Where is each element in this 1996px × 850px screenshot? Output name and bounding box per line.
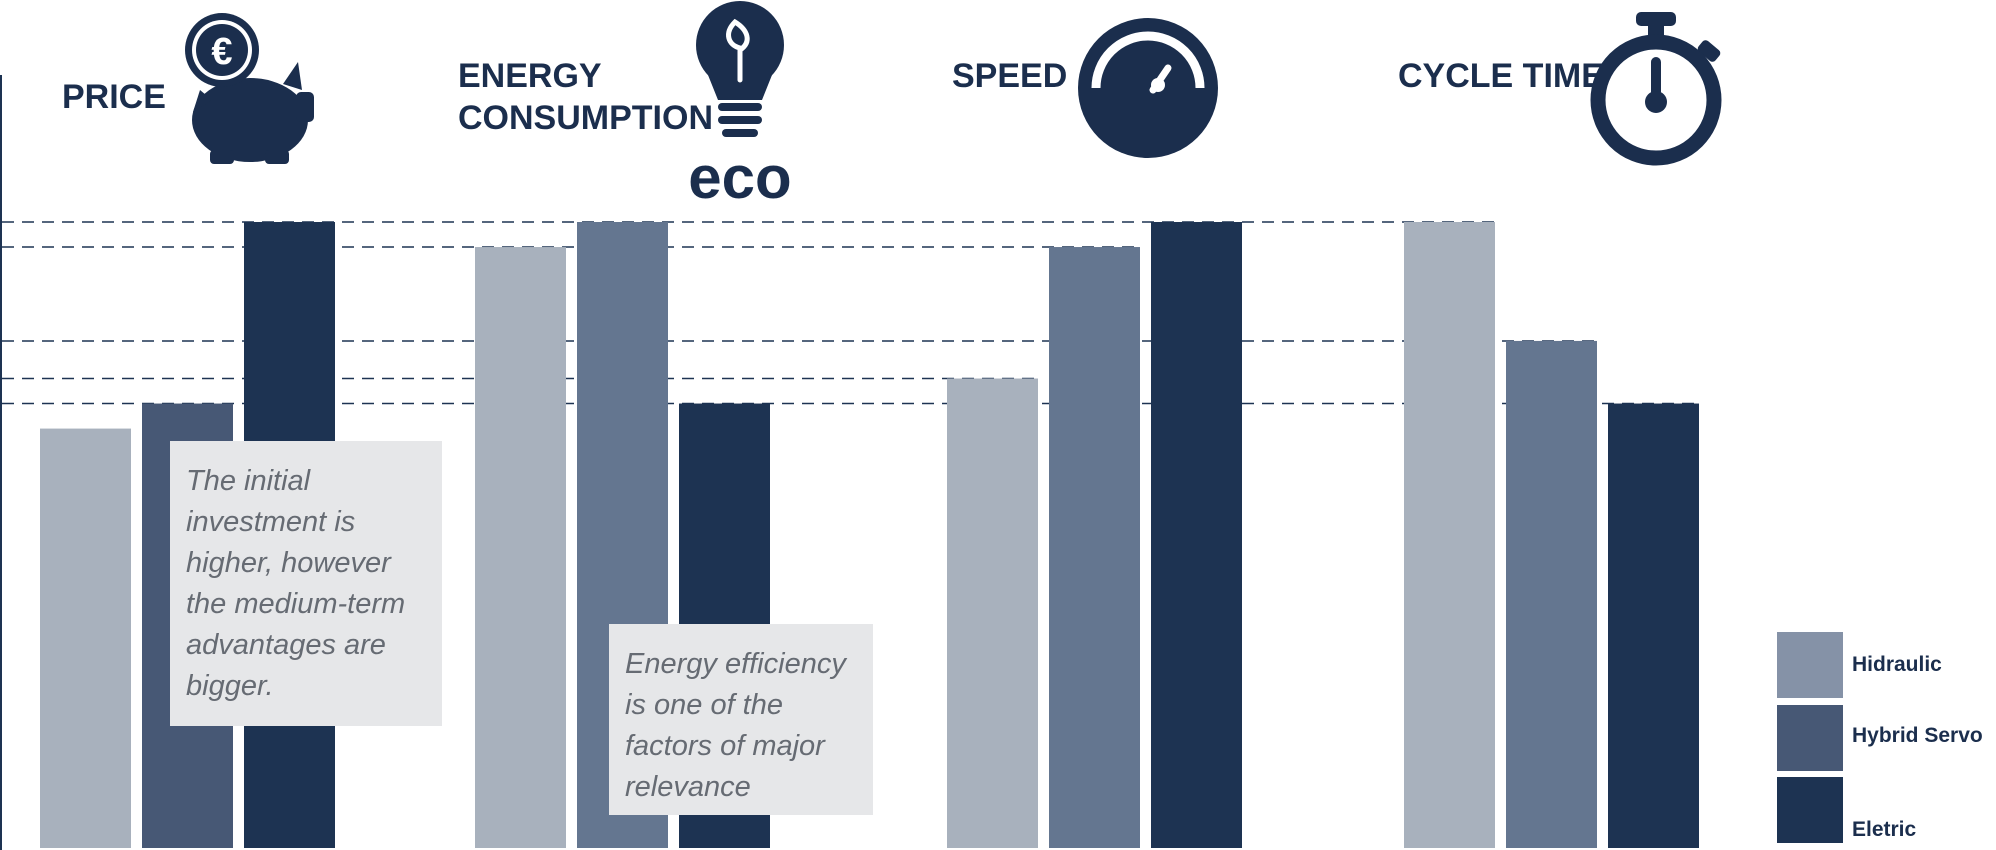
bar-speed-hybrid-servo bbox=[1049, 247, 1140, 849]
category-title-cycle-time: CYCLE TIME bbox=[1398, 57, 1604, 95]
annotation-line: advantages are bbox=[186, 629, 386, 661]
legend: Hidraulic Hybrid Servo Eletric bbox=[1777, 632, 1983, 843]
category-title-energy-line2: CONSUMPTION bbox=[458, 99, 713, 137]
category-title-speed: SPEED bbox=[952, 57, 1067, 95]
svg-text:€: € bbox=[211, 31, 232, 73]
annotation-line: investment is bbox=[186, 506, 356, 538]
category-title-energy-line1: ENERGY bbox=[458, 57, 602, 95]
legend-label-hybrid-servo: Hybrid Servo bbox=[1852, 724, 1983, 747]
annotation-line: The initial bbox=[186, 465, 311, 497]
eco-label: eco bbox=[688, 144, 791, 211]
stopwatch-icon bbox=[1590, 12, 1722, 166]
annotation-line: bigger. bbox=[186, 670, 274, 702]
bar-speed-eletric bbox=[1151, 222, 1242, 848]
legend-swatch-hybrid-servo bbox=[1777, 705, 1843, 771]
bar-cycle-time-eletric bbox=[1608, 403, 1699, 848]
annotation-line: the medium-term bbox=[186, 588, 406, 620]
legend-swatch-hidraulic bbox=[1777, 632, 1843, 698]
legend-swatch-eletric bbox=[1777, 777, 1843, 843]
eco-lightbulb-icon: eco bbox=[688, 1, 792, 211]
annotation-energy: Energy efficiency is one of the factors of… bbox=[609, 624, 873, 815]
bar-energy-consumption-hidraulic bbox=[475, 247, 566, 849]
annotation-line: relevance bbox=[625, 771, 751, 803]
category-title-price: PRICE bbox=[62, 78, 166, 116]
bar-cycle-time-hidraulic bbox=[1404, 222, 1495, 848]
bar-cycle-time-hybrid-servo bbox=[1506, 340, 1597, 848]
annotation-line: is one of the bbox=[625, 689, 783, 721]
bar-speed-hidraulic bbox=[947, 378, 1038, 848]
legend-label-hidraulic: Hidraulic bbox=[1852, 653, 1942, 676]
speedometer-icon bbox=[1078, 18, 1218, 158]
bar-price-hidraulic bbox=[40, 428, 131, 848]
legend-label-eletric: Eletric bbox=[1852, 818, 1917, 841]
annotation-price: The initial investment is higher, however t… bbox=[170, 441, 442, 726]
annotation-line: Energy efficiency bbox=[625, 648, 846, 680]
piggy-bank-euro-icon: € bbox=[185, 13, 314, 164]
annotation-line: factors of major bbox=[625, 730, 825, 762]
annotation-line: higher, however bbox=[186, 547, 391, 579]
